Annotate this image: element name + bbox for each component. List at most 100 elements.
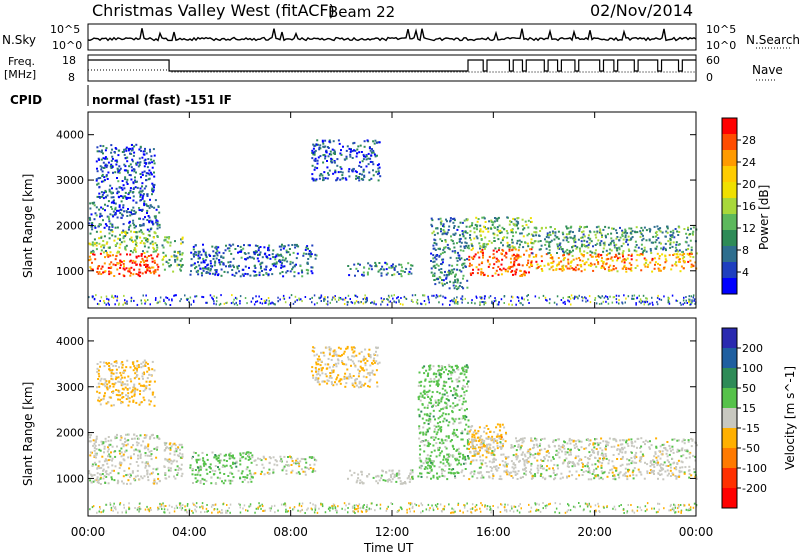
- heatmap-cell: [107, 298, 110, 301]
- heatmap-cell: [640, 243, 643, 246]
- heatmap-cell: [101, 195, 104, 198]
- heatmap-cell: [599, 228, 602, 231]
- heatmap-cell: [404, 297, 407, 300]
- heatmap-cell: [452, 242, 455, 245]
- heatmap-cell: [297, 272, 300, 275]
- heatmap-cell: [310, 253, 313, 256]
- heatmap-cell: [265, 272, 268, 275]
- heatmap-cell: [540, 255, 543, 258]
- heatmap-cell: [462, 287, 465, 290]
- heatmap-cell: [124, 231, 127, 234]
- heatmap-cell: [562, 250, 564, 253]
- heatmap-cell: [600, 240, 603, 243]
- heatmap-cell: [572, 245, 575, 248]
- heatmap-cell: [261, 261, 264, 264]
- heatmap-cell: [448, 225, 451, 228]
- heatmap-cell: [268, 244, 271, 247]
- heatmap-cell: [169, 447, 172, 449]
- heatmap-cell: [100, 168, 103, 171]
- heatmap-cell: [263, 268, 266, 271]
- heatmap-cell: [484, 221, 487, 223]
- heatmap-cell: [112, 200, 115, 203]
- heatmap-cell: [353, 263, 356, 266]
- heatmap-cell: [313, 168, 316, 171]
- heatmap-cell: [132, 188, 135, 190]
- heatmap-cell: [455, 393, 457, 396]
- heatmap-cell: [123, 169, 126, 172]
- heatmap-cell: [431, 391, 434, 394]
- heatmap-cell: [456, 448, 459, 451]
- heatmap-cell: [239, 463, 242, 466]
- heatmap-cell: [527, 245, 530, 248]
- heatmap-cell: [157, 253, 160, 256]
- heatmap-cell: [422, 431, 425, 434]
- heatmap-cell: [232, 462, 234, 465]
- heatmap-cell: [327, 363, 330, 366]
- heatmap-cell: [463, 409, 466, 412]
- heatmap-cell: [547, 262, 550, 265]
- heatmap-cell: [316, 162, 319, 165]
- heatmap-cell: [681, 257, 684, 260]
- heatmap-cell: [570, 225, 573, 228]
- heatmap-cell: [118, 186, 121, 189]
- heatmap-cell: [584, 226, 587, 228]
- heatmap-cell: [427, 295, 429, 298]
- heatmap-cell: [328, 352, 331, 355]
- heatmap-cell: [456, 268, 459, 271]
- heatmap-cell: [425, 457, 428, 460]
- heatmap-cell: [530, 260, 533, 263]
- heatmap-cell: [133, 145, 136, 148]
- heatmap-cell: [194, 452, 197, 454]
- heatmap-cell: [132, 444, 134, 447]
- heatmap-cell: [509, 266, 512, 268]
- heatmap-cell: [370, 154, 373, 157]
- heatmap-cell: [438, 276, 441, 278]
- heatmap-cell: [362, 357, 365, 360]
- heatmap-cell: [148, 216, 151, 219]
- heatmap-cell: [211, 469, 214, 472]
- heatmap-cell: [313, 347, 316, 349]
- heatmap-cell: [133, 453, 135, 456]
- heatmap-cell: [684, 260, 686, 263]
- heatmap-cell: [567, 241, 570, 243]
- heatmap-cell: [134, 179, 136, 182]
- heatmap-cell: [354, 170, 357, 173]
- heatmap-cell: [133, 385, 136, 388]
- heatmap-cell: [435, 425, 438, 428]
- heatmap-cell: [461, 417, 464, 420]
- heatmap-cell: [246, 257, 249, 260]
- heatmap-cell: [344, 296, 347, 299]
- heatmap-cell: [653, 267, 656, 270]
- heatmap-cell: [140, 475, 143, 478]
- heatmap-cell: [548, 249, 551, 252]
- heatmap-cell: [249, 451, 252, 454]
- heatmap-cell: [677, 256, 680, 258]
- heatmap-cell: [198, 469, 201, 472]
- heatmap-cell: [315, 178, 318, 181]
- heatmap-cell: [446, 404, 449, 407]
- heatmap-cell: [205, 480, 208, 483]
- heatmap-cell: [153, 248, 156, 251]
- heatmap-cell: [322, 178, 325, 181]
- heatmap-cell: [582, 233, 585, 236]
- heatmap-cell: [510, 295, 513, 298]
- heatmap-cell: [261, 463, 264, 466]
- heatmap-cell: [512, 273, 514, 276]
- heatmap-cell: [368, 146, 371, 148]
- heatmap-cell: [133, 437, 136, 440]
- heatmap-cell: [452, 431, 455, 434]
- heatmap-cell: [556, 295, 559, 298]
- heatmap-cell: [171, 298, 173, 301]
- heatmap-cell: [158, 211, 161, 214]
- heatmap-cell: [98, 237, 101, 240]
- heatmap-cell: [156, 221, 159, 224]
- heatmap-cell: [513, 260, 516, 263]
- heatmap-cell: [98, 192, 101, 195]
- heatmap-cell: [624, 301, 626, 304]
- heatmap-cell: [268, 249, 271, 252]
- heatmap-cell: [333, 160, 336, 162]
- heatmap-cell: [508, 223, 511, 226]
- heatmap-cell: [255, 295, 257, 298]
- heatmap-cell: [610, 249, 613, 252]
- heatmap-cell: [336, 300, 338, 303]
